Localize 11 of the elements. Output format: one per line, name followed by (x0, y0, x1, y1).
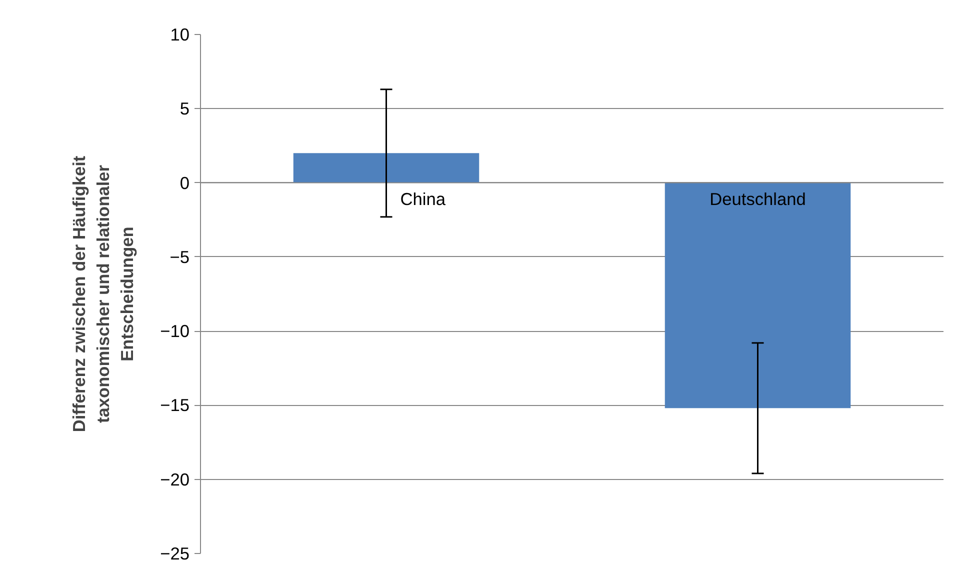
y-tick-label: 10 (170, 24, 190, 44)
y-tick-label: −20 (160, 469, 190, 490)
x-tick-label: China (400, 188, 446, 209)
y-tick-label: −15 (160, 395, 190, 416)
y-tick-label: −25 (160, 544, 190, 564)
y-tick-label: −10 (160, 321, 190, 342)
y-tick-label: 0 (180, 172, 190, 193)
y-tick-label: 5 (180, 98, 190, 119)
x-tick-label: Deutschland (710, 188, 806, 209)
y-axis-title: Differenz zwischen der Häufigkeit taxonomischer und relationaler Entscheidungen (69, 156, 138, 432)
y-tick-label: −5 (170, 246, 190, 267)
